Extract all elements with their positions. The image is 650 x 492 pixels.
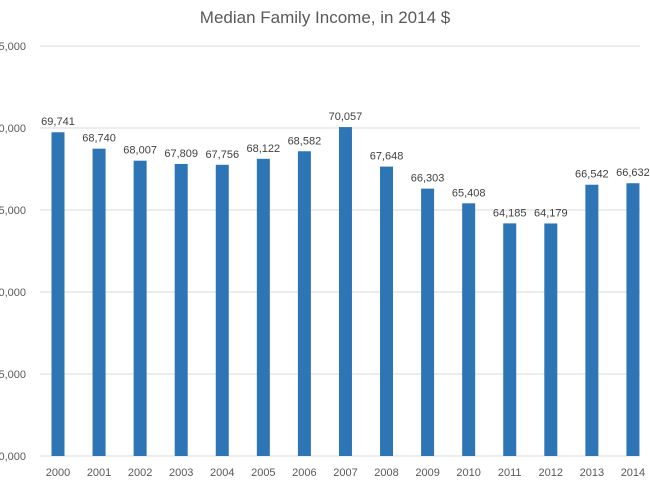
bar <box>174 163 188 456</box>
data-label: 66,632 <box>616 167 650 179</box>
x-tick-label: 2006 <box>292 467 316 479</box>
y-tick-label: $50,000 <box>0 451 26 463</box>
y-axis: $50,000 $55,000 $60,000 $65,000 $70,000 $75,0… <box>0 41 26 463</box>
bar <box>297 151 311 457</box>
y-tick-label: $75,000 <box>0 41 26 53</box>
bar <box>380 166 394 456</box>
bar <box>256 158 270 456</box>
y-tick-label: $65,000 <box>0 205 26 217</box>
data-label: 70,057 <box>329 111 363 123</box>
bar <box>215 164 229 456</box>
x-tick-label: 2001 <box>87 467 111 479</box>
data-label: 68,007 <box>123 145 157 157</box>
bar <box>462 203 476 456</box>
bar <box>585 184 599 457</box>
x-tick-label: 2004 <box>210 467 234 479</box>
y-tick-label: $55,000 <box>0 369 26 381</box>
bar <box>503 223 517 456</box>
x-tick-label: 2008 <box>374 467 398 479</box>
data-labels: 69,741 68,740 68,007 67,809 67,756 68,122 68,5… <box>41 111 650 219</box>
bars <box>51 127 640 457</box>
bar <box>92 148 106 456</box>
data-label: 64,185 <box>493 207 527 219</box>
bar <box>338 127 352 457</box>
bar <box>544 223 558 456</box>
data-label: 67,809 <box>164 148 198 160</box>
data-label: 64,179 <box>534 207 568 219</box>
data-label: 68,122 <box>247 143 281 155</box>
x-tick-label: 2009 <box>415 467 439 479</box>
x-tick-label: 2010 <box>456 467 480 479</box>
x-tick-label: 2011 <box>498 467 522 479</box>
x-tick-label: 2002 <box>128 467 152 479</box>
bar <box>51 132 65 456</box>
x-tick-label: 2005 <box>251 467 275 479</box>
data-label: 68,582 <box>288 135 322 147</box>
data-label: 66,303 <box>411 173 445 185</box>
x-tick-label: 2013 <box>580 467 604 479</box>
x-tick-label: 2014 <box>621 467 645 479</box>
data-label: 69,741 <box>41 116 75 128</box>
x-axis: 2000 2001 2002 2003 2004 2005 2006 2007 2008 2009… <box>46 467 645 479</box>
bar <box>421 188 435 456</box>
x-tick-label: 2000 <box>46 467 70 479</box>
x-tick-label: 2012 <box>539 467 563 479</box>
data-label: 67,648 <box>370 151 404 163</box>
y-tick-label: $70,000 <box>0 123 26 135</box>
bar <box>133 160 147 457</box>
x-tick-label: 2003 <box>169 467 193 479</box>
data-label: 66,542 <box>575 169 609 181</box>
x-tick-label: 2007 <box>333 467 357 479</box>
data-label: 67,756 <box>205 149 239 161</box>
data-label: 65,408 <box>452 187 486 199</box>
bar <box>626 183 640 456</box>
chart-title: Median Family Income, in 2014 $ <box>199 8 451 27</box>
data-label: 68,740 <box>82 133 116 145</box>
y-tick-label: $60,000 <box>0 287 26 299</box>
